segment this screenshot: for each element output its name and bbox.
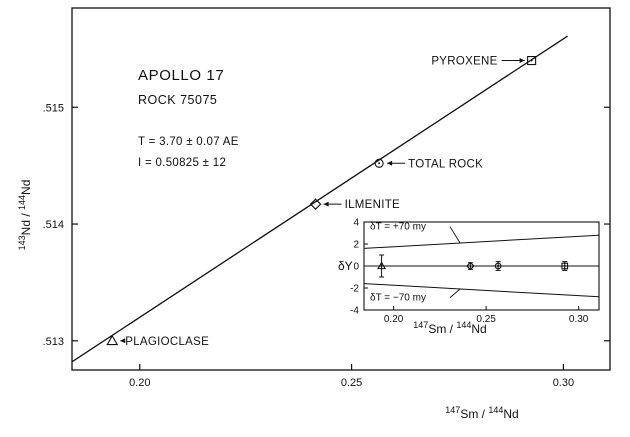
inset-y-tick-label: -4 <box>350 306 359 317</box>
arrowhead-ilmenite <box>323 201 329 207</box>
envelope-minus-line <box>363 283 600 298</box>
initial-ratio-annotation: I = 0.50825 ± 12 <box>138 157 226 169</box>
y-axis-label: 143Nd / 144Nd <box>17 180 33 251</box>
x-tick-label: 0.30 <box>553 377 574 389</box>
inset-x-tick-label: 0.20 <box>384 314 404 325</box>
inset-y-tick-label: 4 <box>353 218 359 229</box>
age-annotation: T = 3.70 ± 0.07 AE <box>138 136 239 148</box>
isochron-line <box>71 35 568 363</box>
main-plot-frame <box>71 7 611 371</box>
inset-x-tick-label: 0.25 <box>476 314 496 325</box>
inset-x-tick-label: 0.30 <box>569 314 589 325</box>
envelope-pointer <box>449 288 461 298</box>
label-pyroxene: PYROXENE <box>431 56 497 68</box>
envelope-plus-line <box>363 234 600 249</box>
inset-y-tick-label: 2 <box>353 240 359 251</box>
inset-y-axis-label: δY <box>338 259 353 273</box>
inset-point-3 <box>561 262 569 270</box>
inset-point-2-center <box>497 265 500 267</box>
label-plagioclase: PLAGIOCLASE <box>125 336 209 348</box>
point-ilmenite <box>309 198 322 210</box>
point-pyroxene-center <box>530 59 533 62</box>
inset-x-axis-label: 147Sm / 144Nd <box>413 320 486 336</box>
inset-point-2 <box>494 262 502 270</box>
x-tick-label: 0.20 <box>129 377 150 389</box>
chart-subtitle: ROCK 75075 <box>138 93 217 107</box>
label-total-rock: TOTAL ROCK <box>408 158 483 170</box>
arrowhead-pyroxene <box>519 58 525 64</box>
inset-point-1 <box>466 261 475 271</box>
y-tick-label: .515 <box>43 102 64 114</box>
envelope-plus-label: δT = +70 my <box>370 222 426 233</box>
point-pyroxene <box>527 55 537 66</box>
x-tick-label: 0.25 <box>341 377 362 389</box>
y-tick-label: .514 <box>43 219 64 231</box>
inset-point-3-center <box>563 265 566 267</box>
point-plagioclase <box>106 334 119 346</box>
y-tick-label: .513 <box>43 336 64 348</box>
label-ilmenite: ILMENITE <box>345 199 400 211</box>
inset-point-0 <box>377 261 387 270</box>
chart-title: APOLLO 17 <box>138 67 224 84</box>
envelope-minus-label: δT = −70 my <box>370 293 426 304</box>
arrowhead-plagioclase <box>120 338 126 344</box>
main-plot: 0.20 0.25 0.30 .513 .514 .515 PLAGIOCLASE ILMEN… <box>43 35 610 389</box>
x-axis-label: 147Sm / 144Nd <box>445 405 518 421</box>
envelope-pointer <box>449 226 461 244</box>
inset-plot: 4 2 0 -2 -4 0.20 0.25 0.30 δT = +70 my δT = −70 m… <box>350 218 600 325</box>
inset-y-tick-label: 0 <box>353 262 359 273</box>
inset-y-tick-label: -2 <box>350 284 359 295</box>
arrowhead-total-rock <box>387 160 393 166</box>
point-total-rock-center <box>378 162 381 165</box>
point-total-rock <box>374 158 384 168</box>
